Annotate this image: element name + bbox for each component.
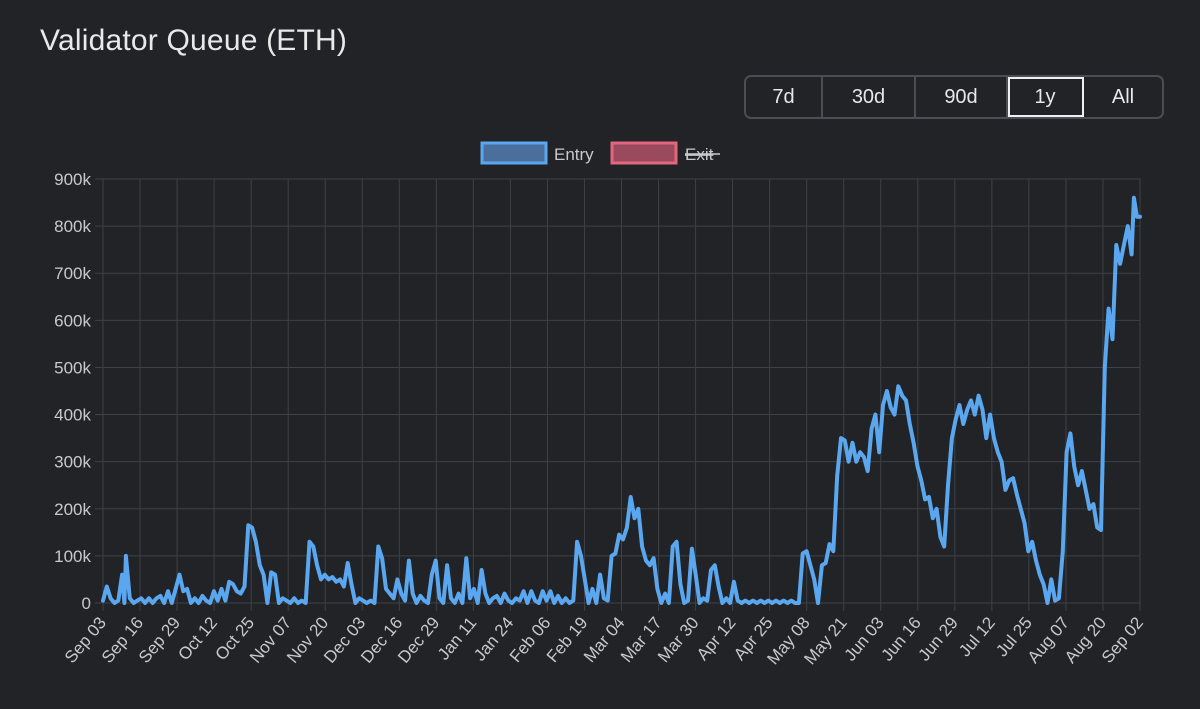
x-tick-label: Jun 03: [840, 613, 887, 664]
x-tick-label: Mar 30: [654, 613, 703, 666]
y-tick-label: 200k: [54, 500, 91, 519]
y-tick-label: 300k: [54, 453, 91, 472]
range-button-90d[interactable]: 90d: [916, 77, 1008, 117]
x-tick-label: Jul 12: [955, 613, 999, 660]
range-button-all[interactable]: All: [1111, 85, 1135, 108]
chart-legend: Entry Exit: [480, 141, 720, 165]
entry-series-line: [101, 195, 1142, 605]
y-tick-label: 800k: [54, 217, 91, 236]
y-tick-label: 0: [82, 594, 91, 613]
range-button-7d[interactable]: 7d: [746, 77, 823, 117]
y-tick-label: 700k: [54, 264, 91, 283]
x-tick-label: Sep 02: [1098, 613, 1147, 666]
y-axis: 0 100k 200k 300k 400k 500k 600k 700k 800k 900k: [54, 170, 91, 613]
range-button-1y[interactable]: 1y: [1008, 77, 1084, 117]
y-tick-label: 100k: [54, 547, 91, 566]
x-tick-label: Dec 29: [394, 613, 443, 666]
legend-swatch-entry: [480, 141, 548, 165]
x-tick-label: Jun 29: [915, 613, 962, 664]
x-tick-label: Sep 29: [135, 613, 184, 666]
y-tick-label: 900k: [54, 170, 91, 189]
legend-swatch-exit: [610, 141, 678, 165]
y-tick-label: 600k: [54, 311, 91, 330]
legend-label-entry: Entry: [554, 145, 594, 164]
chart-series: [101, 195, 1142, 605]
chart-title: Validator Queue (ETH): [40, 24, 348, 57]
x-tick-label: Oct 12: [174, 613, 221, 664]
y-tick-label: 400k: [54, 406, 91, 425]
time-range-selector: 7d 30d 90d 1y All: [744, 75, 1164, 119]
x-tick-label: Jun 16: [877, 613, 924, 664]
range-button-30d[interactable]: 30d: [823, 77, 916, 117]
y-tick-label: 500k: [54, 358, 91, 377]
x-tick-label: Apr 12: [693, 613, 740, 664]
